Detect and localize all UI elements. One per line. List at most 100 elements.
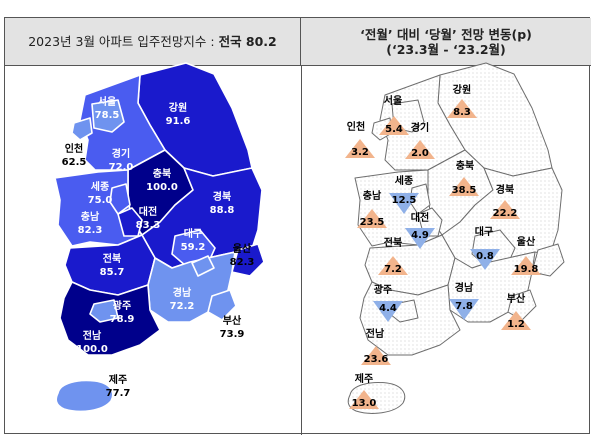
left-label-chungbuk: 충북 100.0	[146, 167, 178, 193]
left-label-gyeongnam: 경남 72.2	[170, 286, 195, 312]
left-label-seoul: 서울 78.5	[95, 95, 120, 121]
right-region-name-busan: 부산	[507, 292, 526, 305]
left-region-value-gangwon: 91.6	[166, 116, 191, 127]
right-region-value-daejeon: 4.9	[411, 230, 429, 241]
left-region-name-daejeon: 대전	[139, 205, 157, 218]
left-region-name-jeonnam: 전남	[83, 329, 102, 342]
right-increase-triangle-jeonnam	[361, 346, 391, 365]
left-region-value-daegu: 59.2	[181, 242, 206, 253]
left-region-name-chungbuk: 충북	[153, 167, 171, 180]
right-label-daejeon: 대전 4.9	[405, 211, 435, 249]
right-region-name-sejong: 세종	[395, 174, 413, 187]
right-region-name-gangwon: 강원	[453, 83, 471, 96]
right-region-name-daejeon: 대전	[411, 211, 429, 224]
right-increase-triangle-incheon	[345, 139, 375, 158]
left-region-value-jeonbuk: 85.7	[100, 267, 125, 278]
right-label-gyeongbuk: 경북 22.2	[490, 183, 520, 219]
left-label-gangwon: 강원 91.6	[166, 101, 191, 127]
left-label-jeonnam: 전남 100.0	[76, 329, 108, 355]
right-increase-triangle-chungbuk	[449, 177, 479, 196]
left-region-name-busan: 부산	[223, 314, 242, 327]
left-region-name-gwangju: 광주	[113, 300, 131, 312]
panel-divider	[301, 66, 302, 435]
left-region-name-jeonbuk: 전북	[103, 252, 121, 265]
left-region-name-ulsan: 울산	[233, 242, 252, 255]
right-decrease-triangle-sejong	[389, 193, 419, 214]
right-label-gyeonggi: 경기 2.0	[405, 121, 435, 159]
left-header-prefix: 2023년 3월 아파트 입주전망지수 :	[28, 34, 219, 49]
right-region-value-jeonnam: 23.6	[364, 354, 389, 365]
right-increase-triangle-jeonbuk	[378, 256, 408, 275]
left-region-name-gyeongnam: 경남	[173, 286, 192, 299]
right-label-daegu: 대구 0.8	[470, 225, 500, 270]
left-region-value-chungbuk: 100.0	[146, 182, 178, 193]
right-region-value-gyeongbuk: 22.2	[493, 208, 518, 219]
right-region-value-ulsan: 19.8	[514, 264, 539, 275]
left-region-value-jeju: 77.7	[106, 388, 131, 399]
right-region-value-incheon: 3.2	[351, 147, 369, 158]
left-region-name-seoul: 서울	[98, 95, 116, 108]
right-increase-triangle-chungnam	[357, 209, 387, 228]
right-region-name-gyeongbuk: 경북	[496, 183, 514, 196]
left-region-value-gyeongbuk: 88.8	[210, 205, 235, 216]
left-region-name-daegu: 대구	[184, 227, 202, 240]
right-region-value-jeju: 13.0	[352, 398, 377, 409]
right-decrease-triangle-daegu	[470, 249, 500, 270]
right-label-jeonbuk: 전북 7.2	[378, 236, 408, 275]
right-region-value-jeonbuk: 7.2	[384, 264, 402, 275]
left-label-gwangju: 광주 78.9	[110, 300, 135, 325]
left-label-busan: 부산 73.9	[220, 314, 245, 340]
left-label-chungnam: 충남 82.3	[78, 210, 103, 236]
right-increase-triangle-gyeonggi	[405, 140, 435, 159]
left-label-daegu: 대구 59.2	[181, 227, 206, 253]
left-label-jeonbuk: 전북 85.7	[100, 252, 125, 278]
right-increase-triangle-ulsan	[511, 256, 541, 275]
right-increase-triangle-seoul	[379, 116, 409, 135]
right-label-jeonnam: 전남 23.6	[361, 327, 391, 365]
right-map-labels: 강원 8.3 서울 5.4 인천 3.2 경기 2.0 충북 38.5 세종 12.5 충남 23.5 대전…	[345, 83, 541, 409]
left-region-value-jeonnam: 100.0	[76, 344, 108, 355]
left-region-name-gangwon: 강원	[169, 101, 187, 114]
right-header-line1: ‘전월’ 대비 ‘당월’ 전망 변동(p)	[360, 26, 532, 42]
left-label-sejong: 세종 75.0	[88, 180, 113, 206]
right-region-name-gyeongnam: 경남	[455, 281, 474, 294]
right-region-name-gyeonggi: 경기	[411, 121, 429, 134]
left-label-jeju: 제주 77.7	[106, 373, 131, 399]
right-panel-header: ‘전월’ 대비 ‘당월’ 전망 변동(p) (‘23.3월 - ‘23.2월)	[301, 18, 591, 66]
right-increase-triangle-jeju	[349, 390, 379, 409]
left-region-value-gwangju: 78.9	[110, 314, 135, 325]
right-region-value-busan: 1.2	[507, 319, 525, 330]
right-label-busan: 부산 1.2	[501, 292, 531, 330]
left-region-name-gyeongbuk: 경북	[213, 190, 231, 203]
left-island-ulleung	[191, 255, 215, 277]
left-label-daejeon: 대전 83.3	[136, 205, 161, 231]
left-header-national-value: 전국 80.2	[218, 34, 277, 49]
right-region-name-chungbuk: 충북	[456, 159, 474, 172]
right-region-name-ulsan: 울산	[517, 235, 536, 248]
left-region-name-incheon: 인천	[65, 142, 83, 155]
left-region-jeju	[55, 379, 114, 413]
right-label-jeju: 제주 13.0	[349, 372, 379, 409]
left-region-value-gyeonggi: 72.0	[109, 162, 134, 173]
left-region-seoul	[91, 99, 125, 133]
left-region-daejeon	[117, 207, 143, 237]
left-region-incheon	[71, 117, 93, 141]
right-region-name-gwangju: 광주	[374, 284, 392, 296]
right-decrease-triangle-daejeon	[405, 228, 435, 249]
right-label-gyeongnam: 경남 7.8	[449, 281, 479, 320]
left-label-gyeonggi: 경기 72.0	[109, 147, 134, 173]
left-region-value-incheon: 62.5	[62, 157, 87, 168]
left-region-value-daejeon: 83.3	[136, 220, 161, 231]
right-label-sejong: 세종 12.5	[389, 174, 419, 214]
left-label-incheon: 인천 62.5	[62, 142, 87, 168]
left-region-name-jeju: 제주	[109, 373, 127, 386]
right-region-value-gwangju: 4.4	[379, 303, 397, 314]
right-decrease-triangle-gyeongnam	[449, 299, 479, 320]
left-header-text: 2023년 3월 아파트 입주전망지수 : 전국 80.2	[28, 34, 277, 49]
right-increase-triangle-gyeongbuk	[490, 200, 520, 219]
right-label-incheon: 인천 3.2	[345, 120, 375, 158]
right-region-name-incheon: 인천	[347, 120, 365, 133]
right-label-gwangju: 광주 4.4	[373, 284, 403, 322]
left-map-labels: 서울 78.5 인천 62.5 경기 72.0 강원 91.6 충북 100.0 세종 75.0 대전 8…	[62, 95, 255, 399]
left-region-value-busan: 73.9	[220, 329, 245, 340]
